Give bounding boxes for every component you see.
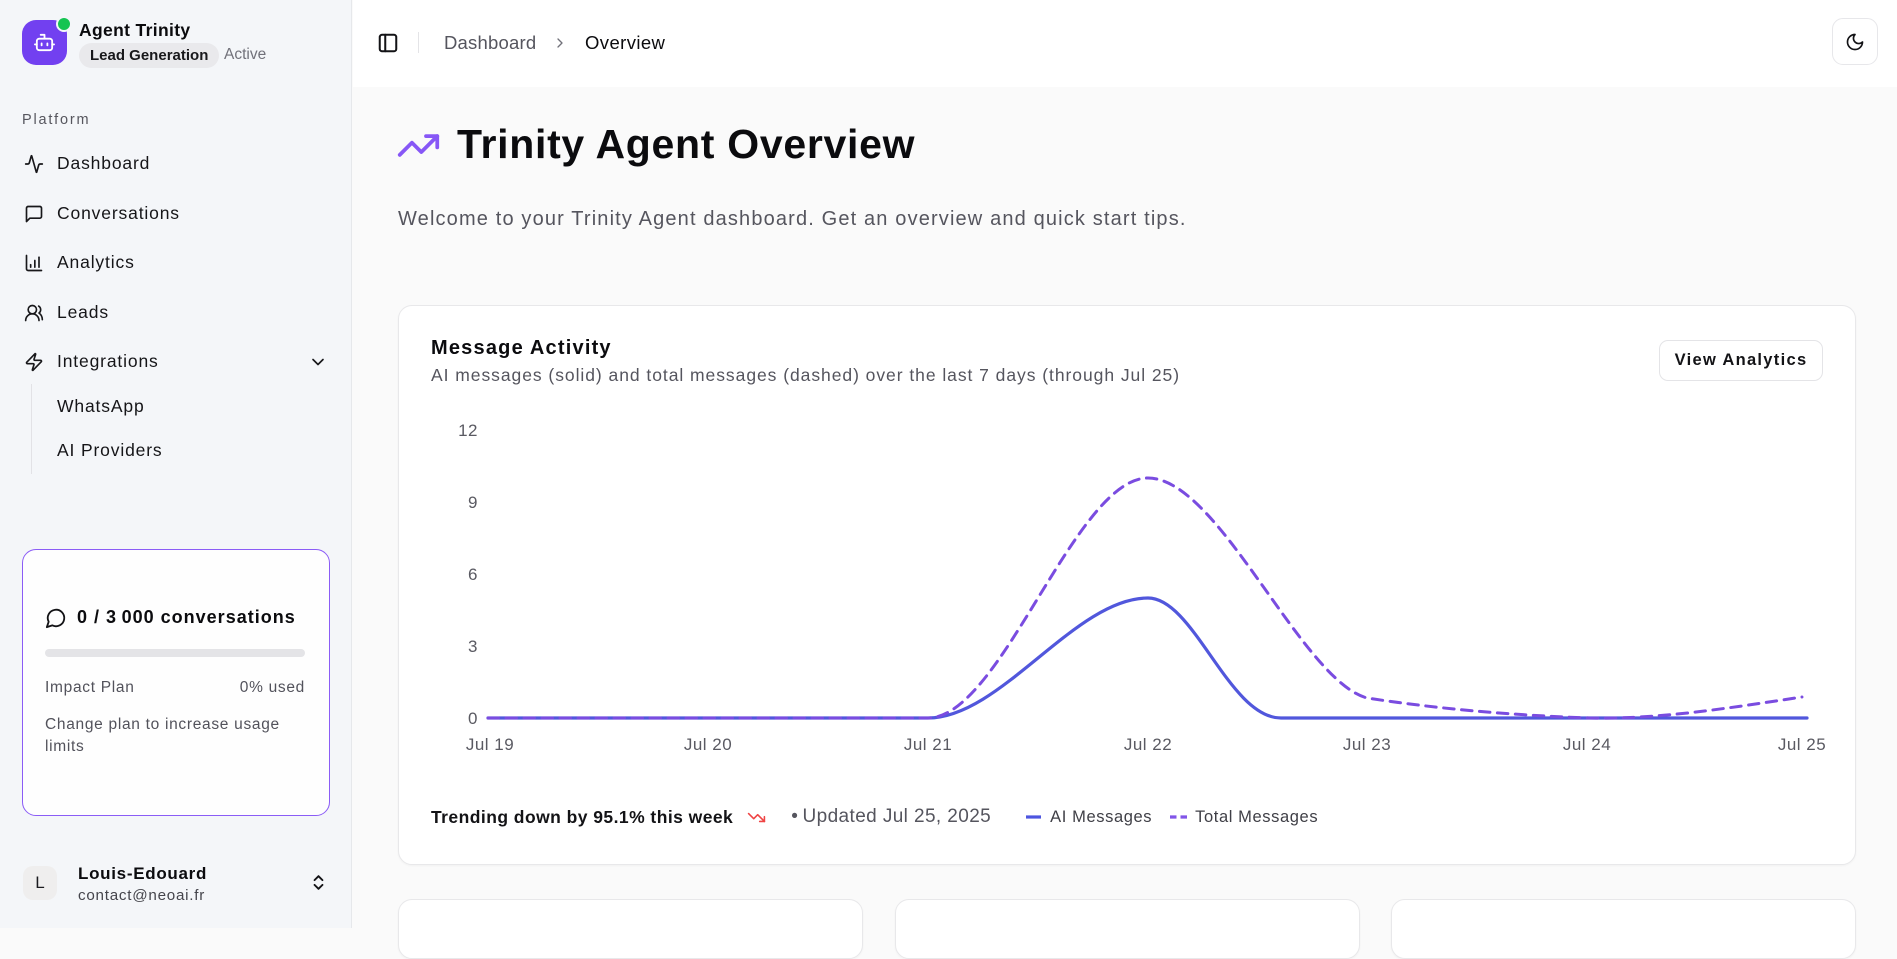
svg-text:12: 12 <box>458 421 478 440</box>
svg-text:3: 3 <box>468 637 478 656</box>
svg-text:Jul 21: Jul 21 <box>904 735 952 754</box>
svg-text:6: 6 <box>468 565 478 584</box>
svg-text:Jul 20: Jul 20 <box>684 735 732 754</box>
svg-text:Jul 19: Jul 19 <box>466 735 514 754</box>
svg-text:Jul 22: Jul 22 <box>1124 735 1172 754</box>
svg-text:0: 0 <box>468 709 478 728</box>
svg-text:Jul 25: Jul 25 <box>1778 735 1826 754</box>
svg-text:Jul 24: Jul 24 <box>1563 735 1611 754</box>
svg-text:Jul 23: Jul 23 <box>1343 735 1391 754</box>
svg-text:9: 9 <box>468 493 478 512</box>
